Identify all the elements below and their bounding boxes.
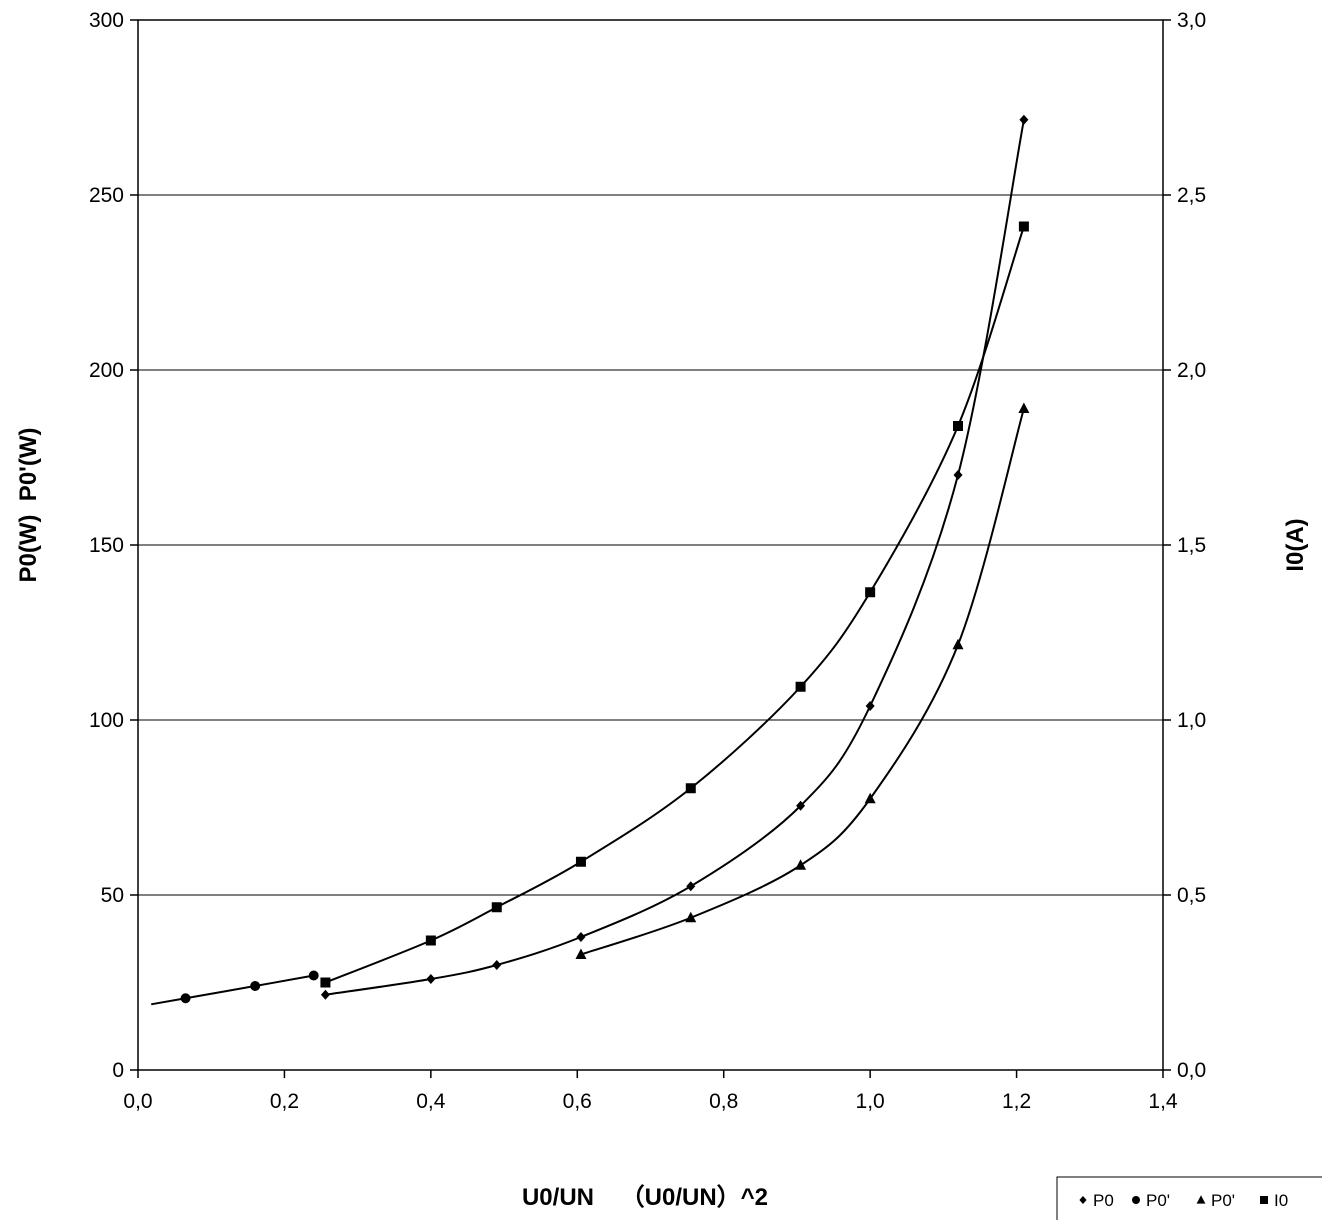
- legend-label: P0: [1093, 1191, 1114, 1210]
- data-point-diamond: [796, 800, 806, 811]
- data-point-square: [575, 856, 586, 867]
- data-point-diamond: [492, 960, 502, 970]
- y-left-tick-label: 50: [101, 884, 124, 907]
- legend-marker-diamond: [1079, 1196, 1087, 1204]
- data-point-diamond: [686, 881, 696, 892]
- series-line: [580, 408, 1025, 956]
- series-line: [325, 119, 1025, 996]
- data-point-diamond: [865, 701, 875, 711]
- x-axis-title: U0/UN （U0/UN）^2: [522, 1184, 768, 1211]
- data-point-diamond: [320, 989, 330, 1000]
- y-left-tick-label: 300: [89, 9, 124, 32]
- x-tick-label: 0,0: [123, 1090, 152, 1113]
- data-point-triangle: [575, 948, 587, 959]
- x-tick-label: 0,6: [563, 1090, 592, 1113]
- y-right-tick-label: 2,5: [1177, 184, 1206, 207]
- data-point-triangle: [795, 859, 807, 870]
- y-left-tick-label: 200: [89, 359, 124, 382]
- data-point-circle: [250, 981, 261, 991]
- legend-label: I0: [1274, 1191, 1288, 1210]
- y-right-tick-label: 2,0: [1177, 359, 1206, 382]
- data-point-diamond: [426, 974, 436, 984]
- data-point-triangle: [952, 638, 964, 650]
- data-point-triangle: [864, 792, 876, 804]
- data-point-circle: [308, 970, 319, 981]
- series-0: [320, 114, 1029, 1000]
- y-axis-title-right: I0(A): [1282, 518, 1309, 571]
- legend-marker-triangle: [1196, 1195, 1206, 1204]
- data-point-square: [1018, 221, 1029, 232]
- series-1: [151, 970, 319, 1006]
- data-point-square: [491, 902, 502, 913]
- series-line: [325, 226, 1025, 984]
- legend: P0 P0' P0' I0: [1056, 1176, 1322, 1220]
- data-point-square: [795, 681, 806, 692]
- axis-ticks: 0 0,0 50 0,5 100 1,0 150 1,5 200 2,0 250 2,5 300 3,0 0…: [89, 9, 1206, 1113]
- y-left-tick-label: 100: [89, 709, 124, 732]
- data-point-diamond: [1019, 114, 1029, 125]
- x-tick-label: 1,2: [1002, 1090, 1031, 1113]
- y-left-tick-label: 150: [89, 534, 124, 557]
- data-point-diamond: [953, 470, 963, 480]
- x-tick-label: 1,4: [1148, 1090, 1178, 1113]
- data-point-square: [685, 783, 696, 794]
- series-2: [575, 402, 1030, 959]
- y-left-tick-label: 0: [112, 1059, 124, 1082]
- y-right-tick-label: 3,0: [1177, 9, 1206, 32]
- data-point-circle: [180, 993, 191, 1004]
- data-point-square: [953, 421, 963, 431]
- legend-box: [1056, 1176, 1322, 1220]
- legend-label: P0': [1146, 1191, 1170, 1210]
- y-right-tick-label: 0,0: [1177, 1059, 1206, 1082]
- x-tick-label: 0,8: [709, 1090, 738, 1113]
- x-tick-label: 0,2: [270, 1090, 299, 1113]
- data-point-square: [425, 935, 436, 946]
- series-group: [151, 114, 1030, 1006]
- series-line: [151, 974, 314, 1006]
- grid-lines: [138, 194, 1163, 896]
- y-axis-title-left: P0(W) P0'(W): [15, 427, 42, 582]
- legend-marker-square: [1260, 1196, 1268, 1204]
- x-tick-label: 1,0: [856, 1090, 885, 1113]
- x-tick-label: 0,4: [416, 1090, 446, 1113]
- y-right-tick-label: 1,0: [1177, 709, 1206, 732]
- data-point-square: [865, 587, 876, 598]
- y-right-tick-label: 1,5: [1177, 534, 1206, 557]
- data-point-triangle: [1018, 402, 1030, 413]
- data-point-diamond: [576, 932, 586, 942]
- data-point-triangle: [685, 911, 697, 923]
- data-point-square: [320, 977, 331, 988]
- legend-label: P0': [1211, 1191, 1235, 1210]
- y-right-tick-label: 0,5: [1177, 884, 1206, 907]
- legend-marker-circle: [1132, 1196, 1140, 1204]
- series-3: [320, 221, 1029, 988]
- y-left-tick-label: 250: [89, 184, 124, 207]
